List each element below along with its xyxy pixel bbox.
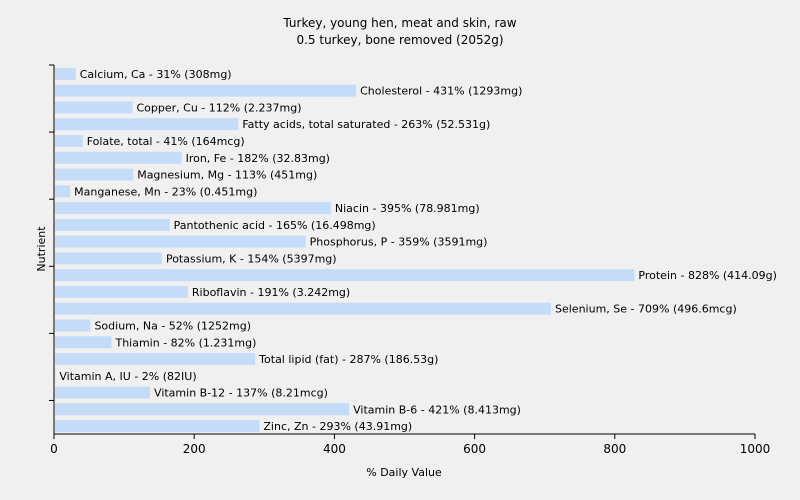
bar bbox=[55, 386, 151, 399]
bar bbox=[55, 336, 112, 349]
bar-label: Copper, Cu - 112% (2.237mg) bbox=[137, 101, 302, 114]
x-tick-label: 1000 bbox=[740, 442, 771, 456]
y-axis-label: Nutrient bbox=[35, 226, 48, 272]
bar-label: Riboflavin - 191% (3.242mg) bbox=[192, 286, 350, 299]
bar-label: Niacin - 395% (78.981mg) bbox=[335, 202, 480, 215]
bar bbox=[55, 302, 552, 315]
bars-group: Calcium, Ca - 31% (308mg) Cholesterol - 4… bbox=[55, 67, 777, 433]
bar bbox=[55, 353, 256, 366]
bar-label: Selenium, Se - 709% (496.6mcg) bbox=[555, 303, 737, 316]
bar-label: Vitamin A, IU - 2% (82IU) bbox=[59, 370, 196, 383]
bar bbox=[55, 269, 635, 282]
x-tick-label: 800 bbox=[603, 442, 626, 456]
bar-label: Vitamin B-12 - 137% (8.21mcg) bbox=[154, 387, 328, 400]
bar-label: Sodium, Na - 52% (1252mg) bbox=[94, 319, 251, 332]
x-ticks-group: 0 200 400 600 800 1000 bbox=[50, 434, 770, 456]
bar bbox=[55, 285, 188, 298]
bar-label: Iron, Fe - 182% (32.83mg) bbox=[186, 152, 330, 165]
x-tick-label: 0 bbox=[50, 442, 58, 456]
bar-label: Folate, total - 41% (164mcg) bbox=[87, 135, 245, 148]
y-ticks-group bbox=[49, 64, 54, 401]
chart-title: Turkey, young hen, meat and skin, raw bbox=[282, 16, 516, 30]
bar bbox=[55, 319, 91, 332]
bar-label: Manganese, Mn - 23% (0.451mg) bbox=[74, 185, 257, 198]
bar bbox=[55, 235, 306, 248]
bar bbox=[55, 202, 331, 215]
bar-label: Potassium, K - 154% (5397mg) bbox=[166, 252, 337, 265]
bar bbox=[55, 369, 56, 382]
bar-label: Zinc, Zn - 293% (43.91mg) bbox=[263, 420, 412, 433]
bar-label: Thiamin - 82% (1.231mg) bbox=[114, 336, 256, 349]
bar-label: Fatty acids, total saturated - 263% (52.… bbox=[242, 118, 490, 131]
bar bbox=[55, 67, 76, 80]
bar bbox=[55, 118, 239, 131]
bar-label: Calcium, Ca - 31% (308mg) bbox=[80, 68, 232, 81]
bar-label: Vitamin B-6 - 421% (8.413mg) bbox=[353, 403, 521, 416]
x-axis-label: % Daily Value bbox=[366, 466, 442, 479]
bar bbox=[55, 252, 162, 265]
bar-label: Cholesterol - 431% (1293mg) bbox=[360, 85, 522, 98]
bar bbox=[55, 84, 357, 97]
chart-subtitle: 0.5 turkey, bone removed (2052g) bbox=[296, 33, 503, 47]
bar bbox=[55, 420, 260, 433]
x-tick-label: 200 bbox=[183, 442, 206, 456]
x-tick-label: 600 bbox=[463, 442, 486, 456]
bar-label: Pantothenic acid - 165% (16.498mg) bbox=[174, 219, 376, 232]
bar bbox=[55, 168, 134, 181]
bar bbox=[55, 101, 133, 114]
bar-label: Magnesium, Mg - 113% (451mg) bbox=[137, 169, 317, 182]
bar bbox=[55, 403, 350, 416]
bar-label: Protein - 828% (414.09g) bbox=[638, 269, 777, 282]
bar bbox=[55, 151, 182, 164]
bar-label: Total lipid (fat) - 287% (186.53g) bbox=[258, 353, 438, 366]
x-tick-label: 400 bbox=[323, 442, 346, 456]
bar bbox=[55, 134, 83, 147]
bar bbox=[55, 185, 71, 198]
bar bbox=[55, 218, 170, 231]
bar-label: Phosphorus, P - 359% (3591mg) bbox=[310, 236, 488, 249]
